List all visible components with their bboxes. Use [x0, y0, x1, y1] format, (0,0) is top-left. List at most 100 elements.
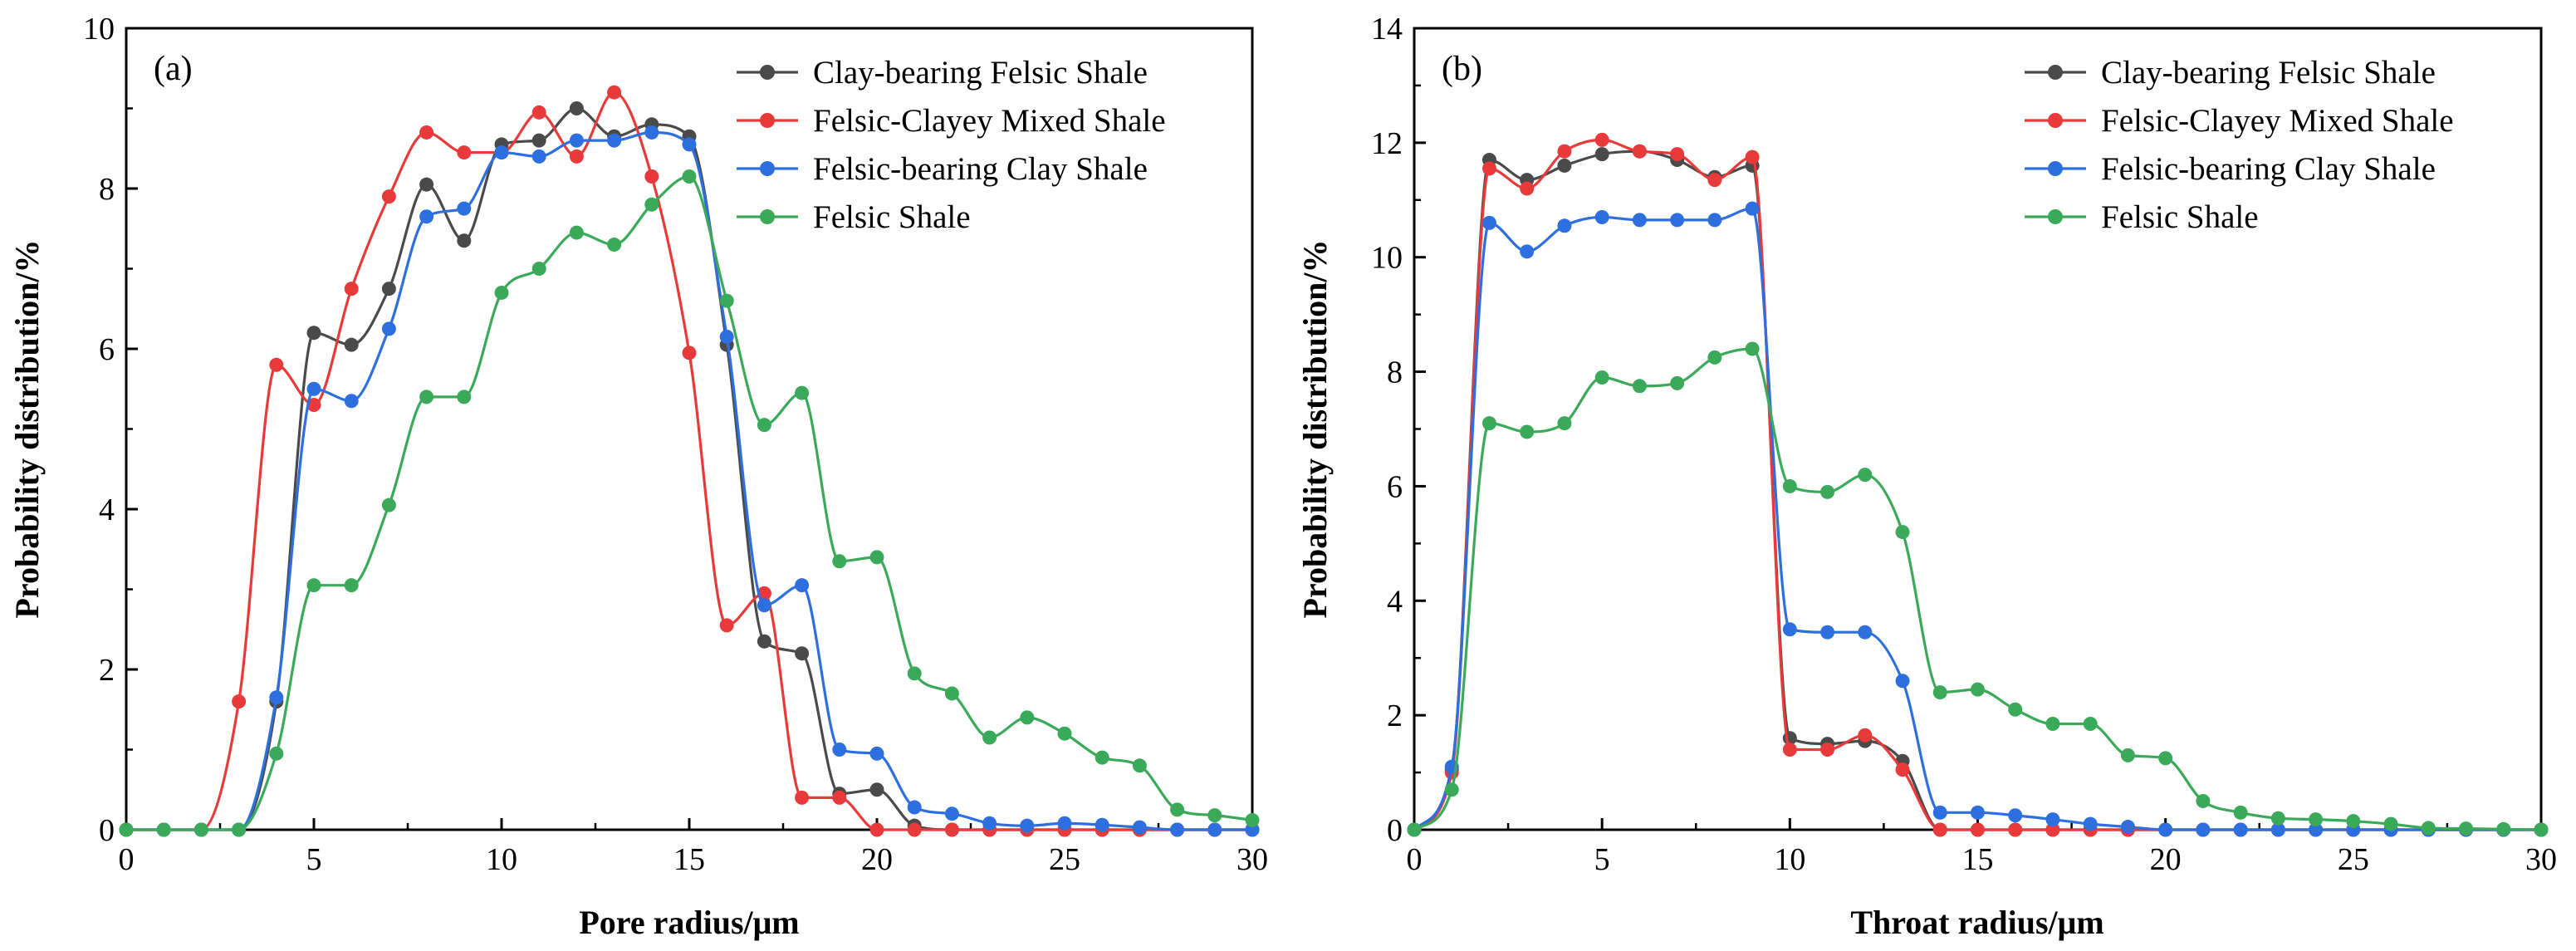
- panel-a-series-3: [119, 125, 1260, 837]
- panel-a-y-tick-label: 2: [99, 653, 115, 688]
- panel-a-data-point: [344, 578, 359, 593]
- panel-a-data-point: [682, 137, 697, 152]
- panel-b-data-point: [1971, 805, 1985, 820]
- panel-a-data-point: [531, 262, 546, 276]
- panel-b-data-point: [2196, 794, 2211, 809]
- panel-a-data-point: [1245, 812, 1260, 827]
- panel-b-data-point: [1745, 341, 1760, 356]
- panel-a-data-point: [719, 330, 734, 345]
- panel-b-data-point: [2120, 820, 2135, 835]
- panel-a-data-point: [982, 816, 997, 831]
- panel-a-x-tick-label: 10: [486, 842, 517, 877]
- panel-a-legend-label: Felsic-bearing Clay Shale: [813, 151, 1148, 187]
- panel-b-y-tick-label: 4: [1387, 584, 1403, 619]
- panel-b-panel-label: (b): [1442, 50, 1482, 88]
- panel-b-data-point: [1745, 201, 1760, 216]
- panel-b-legend-label: Felsic Shale: [2101, 199, 2259, 235]
- panel-a-data-point: [269, 746, 284, 761]
- panel-b-data-point: [1707, 173, 1722, 188]
- panel-a-data-point: [607, 238, 622, 252]
- panel-a-data-point: [1207, 822, 1222, 837]
- panel-a-data-point: [419, 125, 434, 140]
- panel-b-data-point: [2459, 821, 2474, 836]
- panel-b-series-2: [1407, 132, 2549, 837]
- panel-b-data-point: [2346, 814, 2361, 829]
- panel-b-legend-label: Felsic-bearing Clay Shale: [2101, 151, 2436, 187]
- panel-b-x-tick-label: 5: [1594, 842, 1610, 877]
- panel-a-data-point: [944, 806, 959, 821]
- panel-a-x-tick-label: 0: [119, 842, 135, 877]
- panel-a-y-tick-label: 4: [99, 493, 115, 527]
- panel-b-x-tick-label: 25: [2338, 842, 2369, 877]
- panel-b-data-point: [1407, 822, 1422, 837]
- panel-b-series-4: [1407, 341, 2549, 837]
- panel-a-data-point: [795, 578, 810, 593]
- panel-b-series-line: [1413, 138, 2541, 831]
- panel-a-legend: Clay-bearing Felsic Shale Felsic-Clayey M…: [737, 55, 1166, 235]
- panel-b-data-point: [1858, 468, 1873, 483]
- panel-a-data-point: [1095, 750, 1109, 765]
- panel-b-data-point: [1594, 147, 1609, 162]
- panel-b-data-point: [1895, 762, 1910, 777]
- panel-b-data-point: [2158, 751, 2173, 766]
- panel-a-data-point: [795, 385, 810, 400]
- panel-b-legend-label: Felsic-Clayey Mixed Shale: [2101, 103, 2454, 139]
- panel-b-legend-marker: [2048, 161, 2063, 176]
- panel-b-y-tick-label: 10: [1371, 241, 1403, 276]
- panel-a-x-axis-title: Pore radius/μm: [579, 904, 799, 941]
- panel-a-data-point: [1132, 820, 1147, 835]
- panel-b-data-point: [1858, 625, 1873, 640]
- panel-a-data-point: [381, 321, 396, 336]
- panel-a-data-point: [795, 790, 810, 805]
- panel-b-data-point: [2083, 816, 2098, 831]
- panel-b-series-line: [1413, 347, 2542, 831]
- panel-a-data-point: [457, 145, 472, 160]
- panel-b-data-point: [1594, 209, 1609, 224]
- panel-b-data-point: [1557, 158, 1572, 173]
- panel-b-data-point: [1707, 350, 1722, 365]
- panel-b-data-point: [1632, 379, 1647, 394]
- panel-a-data-point: [1132, 758, 1147, 773]
- panel-a-data-point: [531, 149, 546, 164]
- panel-b-data-point: [1932, 805, 1947, 820]
- panel-a-data-point: [869, 782, 884, 797]
- panel-a-data-point: [531, 133, 546, 148]
- panel-b-data-point: [1858, 728, 1873, 743]
- panel-b-data-point: [2421, 821, 2436, 836]
- panel-b-legend: Clay-bearing Felsic Shale Felsic-Clayey M…: [2025, 55, 2454, 235]
- panel-b-data-point: [1557, 416, 1572, 431]
- panel-b-data-point: [1670, 147, 1685, 162]
- panel-a-chart: 0 5 10 15 20 25 30 0 2 4 6 8 10 Pore radius/μm Probabi…: [8, 12, 1268, 941]
- panel-b-series-3: [1407, 201, 2549, 837]
- panel-b-data-point: [1557, 218, 1572, 233]
- panel-b-data-point: [1557, 144, 1572, 159]
- panel-b-x-tick-label: 15: [1962, 842, 1994, 877]
- panel-a-legend-label: Felsic Shale: [813, 199, 971, 235]
- panel-a-data-point: [306, 578, 321, 593]
- panel-a-data-point: [682, 169, 697, 184]
- panel-a-data-point: [832, 554, 847, 569]
- panel-a-data-point: [232, 694, 247, 709]
- panel-a-data-point: [757, 598, 771, 613]
- panel-a-data-point: [719, 618, 734, 633]
- panel-b-y-tick-label: 0: [1387, 813, 1403, 848]
- panel-b-data-point: [1481, 215, 1496, 230]
- panel-a-legend-marker: [760, 209, 775, 224]
- panel-b-data-point: [1971, 682, 1985, 697]
- panel-a-data-point: [907, 800, 922, 815]
- panel-b-y-axis-title: Probability distribution/%: [1296, 239, 1334, 618]
- panel-a-data-point: [944, 686, 959, 701]
- panel-a-data-point: [119, 822, 134, 837]
- panel-a-data-point: [306, 326, 321, 341]
- panel-a-data-point: [381, 282, 396, 297]
- panel-a-x-tick-label: 5: [306, 842, 322, 877]
- panel-a-data-point: [531, 105, 546, 120]
- panel-a-data-point: [719, 293, 734, 308]
- panel-b-data-point: [1932, 822, 1947, 837]
- panel-b-series-line: [1413, 207, 2541, 831]
- panel-a-data-point: [944, 822, 959, 837]
- panel-a-legend-label: Clay-bearing Felsic Shale: [813, 55, 1148, 91]
- panel-b-data-point: [1707, 213, 1722, 228]
- panel-b-data-point: [2383, 816, 2398, 831]
